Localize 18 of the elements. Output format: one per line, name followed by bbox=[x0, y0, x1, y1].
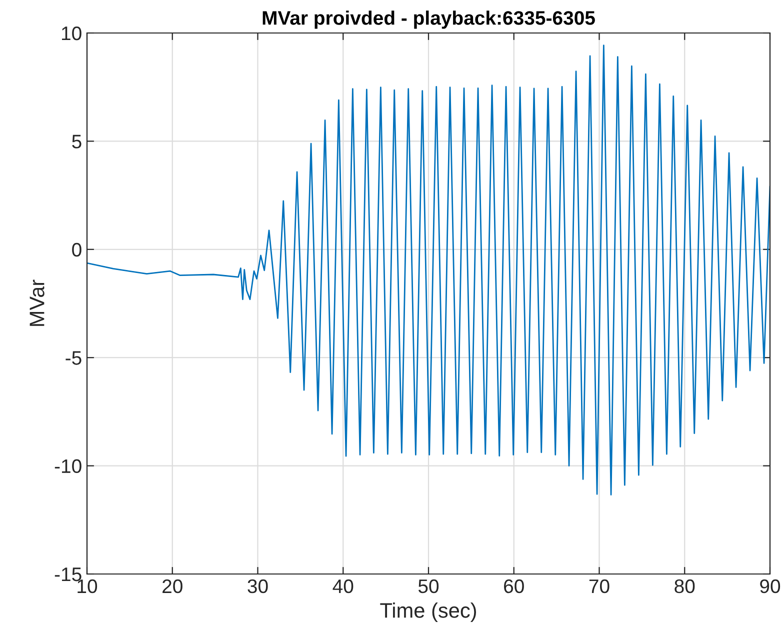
y-tick-label: -15 bbox=[54, 568, 82, 582]
chart-title: MVar proivded - playback:6335-6305 bbox=[262, 10, 595, 29]
y-tick-label: -10 bbox=[54, 459, 82, 474]
y-tick-label: 5 bbox=[72, 134, 82, 148]
x-tick-label: 90 bbox=[760, 579, 780, 594]
x-tick-label: 20 bbox=[162, 579, 182, 594]
x-tick-label: 30 bbox=[248, 579, 268, 594]
y-tick-label: 10 bbox=[62, 26, 82, 40]
x-tick-label: 50 bbox=[418, 579, 439, 594]
y-tick-label: -5 bbox=[66, 351, 82, 365]
line-series bbox=[87, 44, 770, 496]
x-tick-label: 80 bbox=[674, 579, 695, 594]
x-axis-title: Time (sec) bbox=[380, 602, 476, 622]
x-tick-label: 40 bbox=[332, 579, 354, 594]
y-tick-label: 0 bbox=[72, 242, 82, 257]
x-tick-label: 70 bbox=[589, 579, 610, 594]
x-tick-label: 60 bbox=[504, 579, 524, 594]
y-axis-title: MVar bbox=[30, 280, 44, 326]
